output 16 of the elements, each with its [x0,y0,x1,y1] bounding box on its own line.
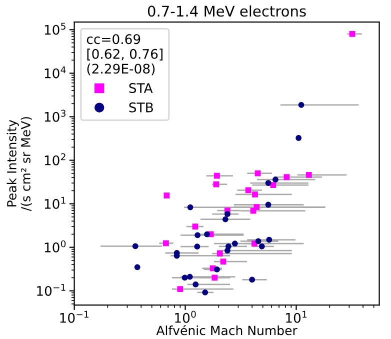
x-tick-label: 10$^{−1}$ [60,310,88,323]
x-tick-label: 10$^{0}$ [175,310,196,323]
y-tick-label: 10$^{4}$ [44,66,66,78]
legend-title: cc=0.69 [0.62, 0.76] (2.29E-08) [86,34,162,76]
y-tick-label: 10$^{3}$ [44,110,66,122]
y-tick-label: 10$^{2}$ [44,153,66,166]
legend-label: STA [129,83,153,94]
y-tick-label: 10$^{0}$ [44,240,66,252]
x-tick-label: 10$^{1}$ [286,310,307,323]
y-axis-title: Peak Intensity /(s cm² sr MeV) [6,117,32,212]
x-axis-title: Alfvénic Mach Number [156,325,298,336]
y-tick-label: 10$^{1}$ [44,196,66,209]
legend-label: STB [129,102,153,112]
y-tick-label: 10$^{−1}$ [37,284,66,296]
y-tick-label: 10$^{5}$ [44,22,66,35]
chart-title: 0.7-1.4 MeV electrons [148,5,306,17]
